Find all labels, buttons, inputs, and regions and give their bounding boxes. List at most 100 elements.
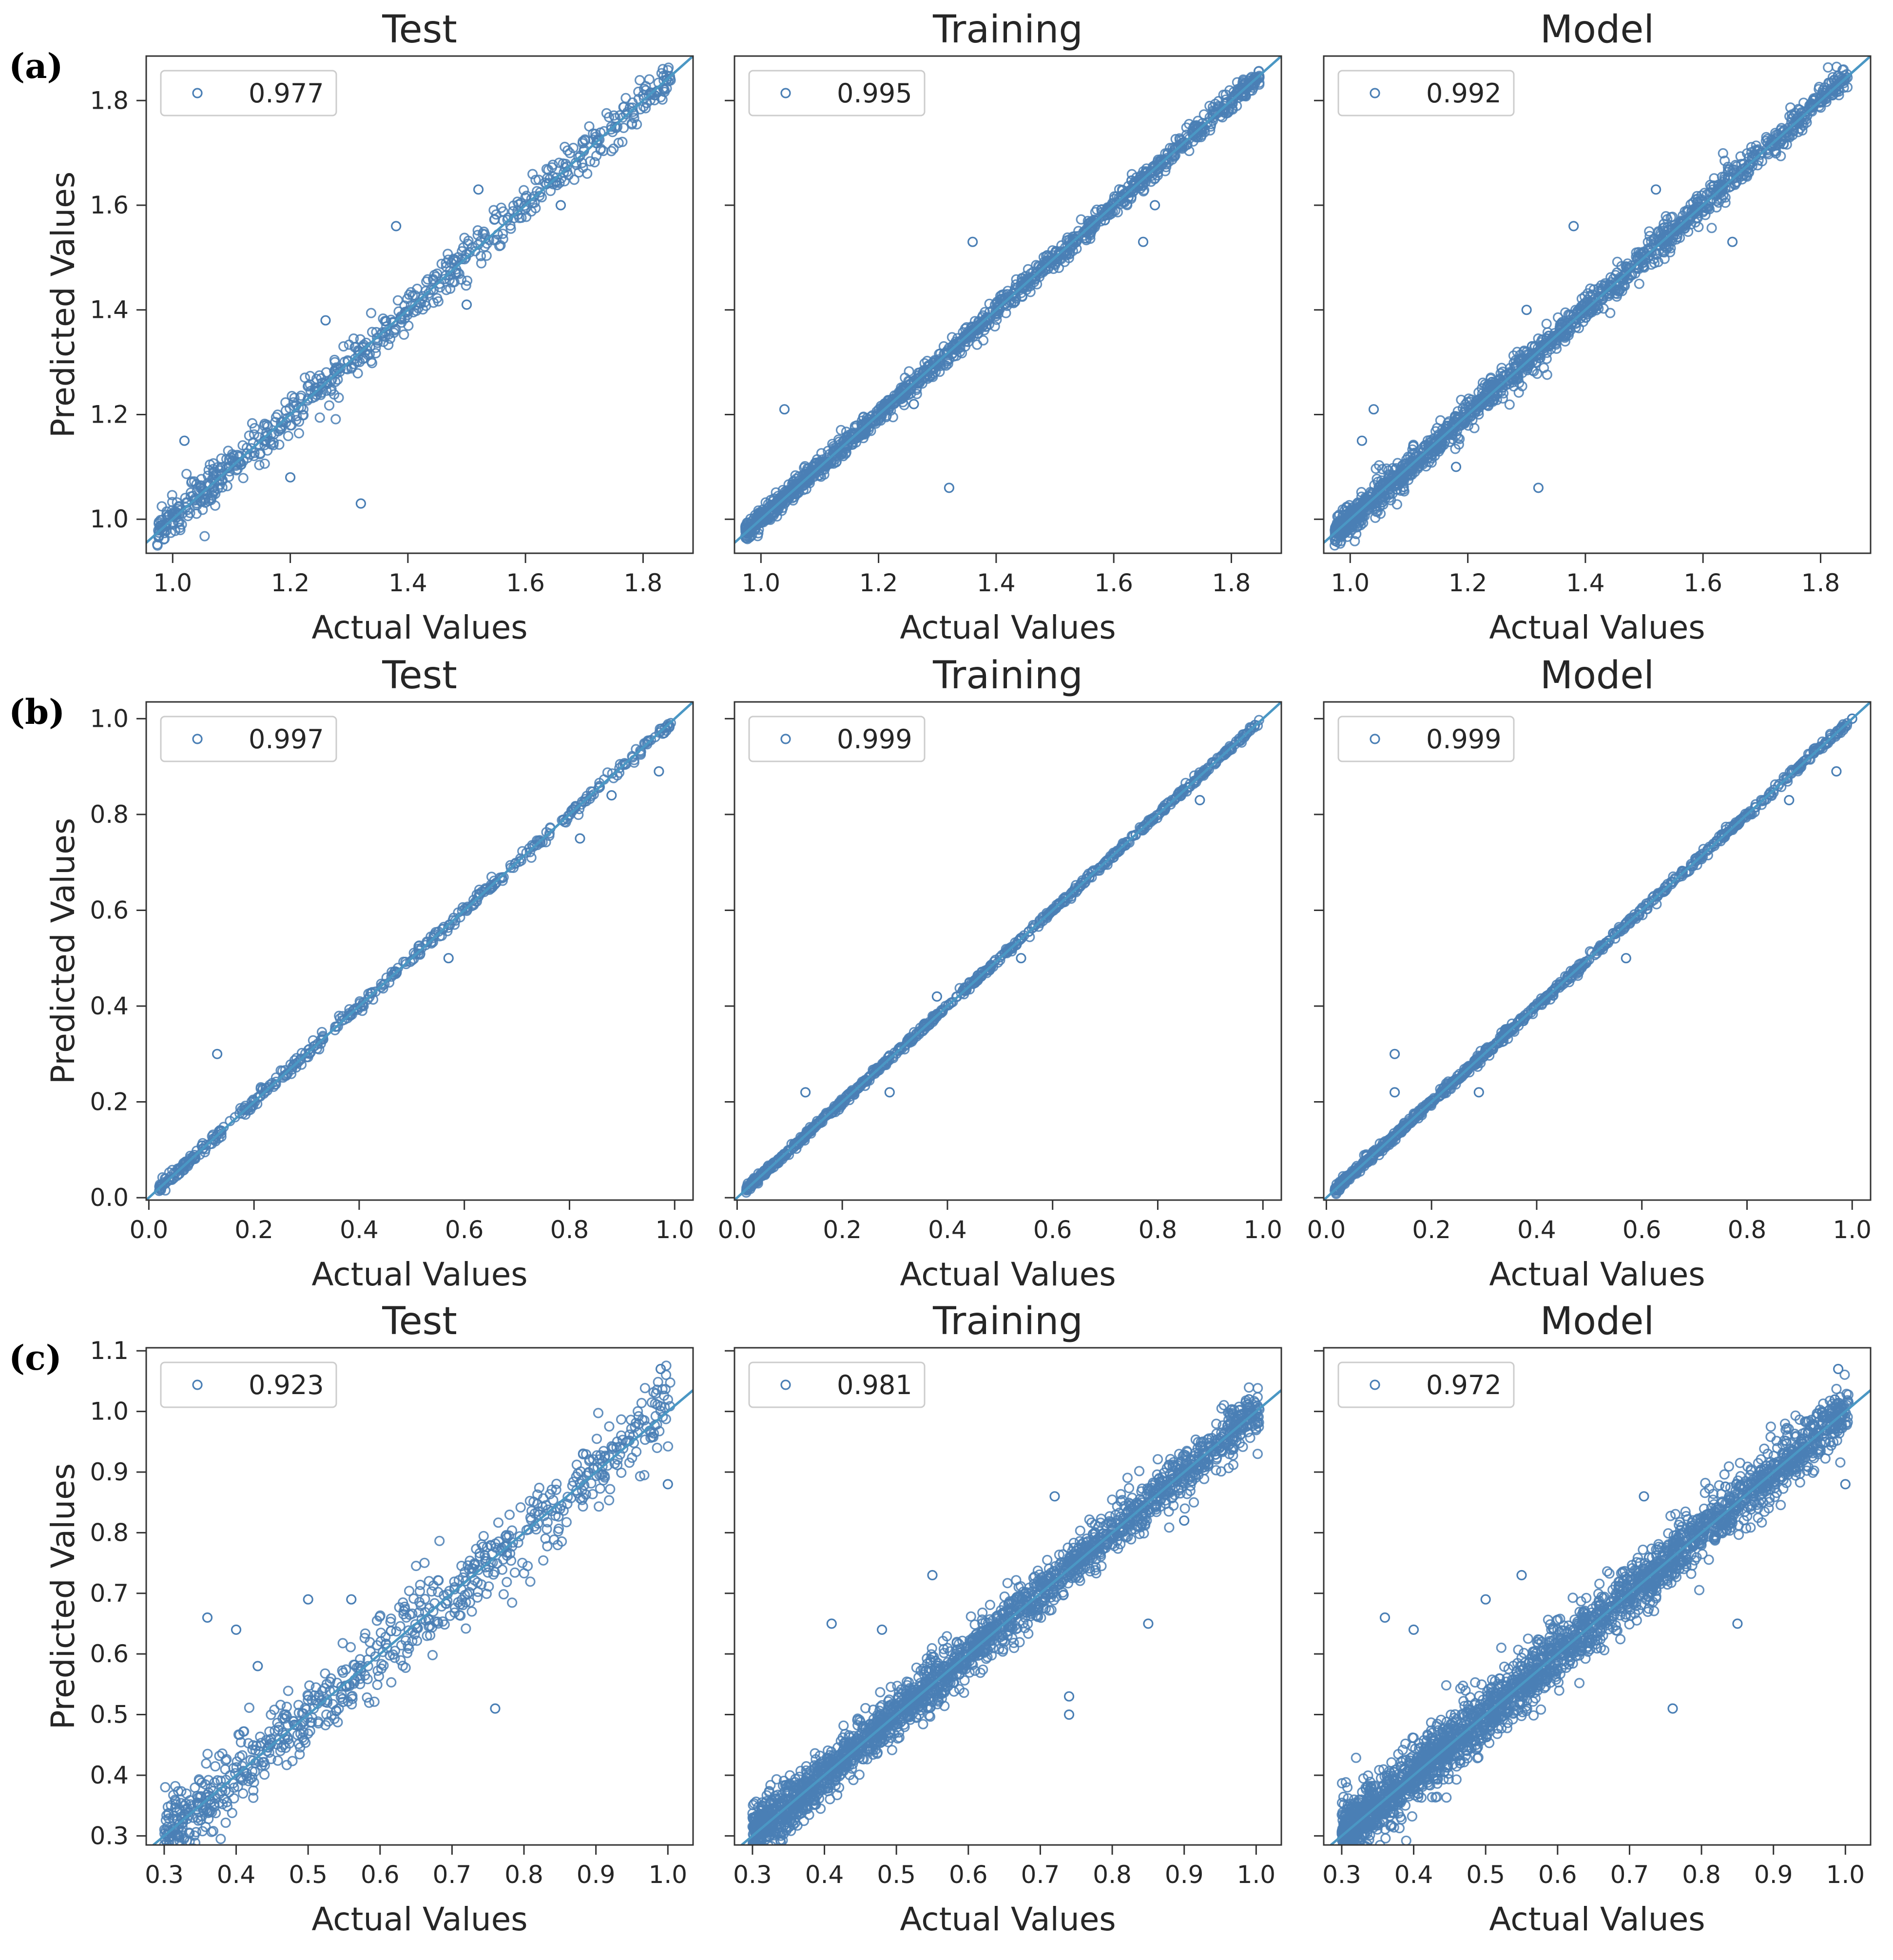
data-point [1101, 855, 1112, 866]
data-point [330, 1021, 341, 1032]
data-point [167, 497, 178, 507]
data-point [614, 763, 625, 774]
data-point [1730, 159, 1741, 171]
data-point [1612, 256, 1623, 267]
scatter-points [741, 715, 1264, 1198]
data-point [179, 435, 190, 446]
data-point [175, 1163, 186, 1174]
data-point [1174, 788, 1184, 799]
data-point [1504, 399, 1515, 410]
data-point [831, 457, 842, 468]
data-point [963, 336, 974, 348]
data-point [1415, 453, 1426, 464]
data-point [797, 470, 808, 481]
legend-box [748, 70, 926, 116]
legend: 0.995 [748, 70, 926, 116]
data-point [1390, 464, 1400, 475]
data-point [1195, 795, 1205, 806]
data-point [1234, 733, 1245, 744]
legend-label: 0.999 [837, 724, 912, 755]
data-point [1714, 185, 1724, 196]
data-point [1454, 433, 1465, 445]
data-point [1368, 404, 1379, 415]
data-point [1542, 348, 1552, 358]
data-point [521, 191, 532, 201]
panel-title: Test [382, 8, 457, 52]
data-point [971, 974, 982, 985]
data-point [399, 329, 409, 340]
data-point [809, 1122, 819, 1132]
data-point [1521, 305, 1532, 315]
x-tick-label: 1.0 [154, 569, 193, 597]
data-point [1680, 206, 1690, 217]
row-label: (a) [9, 46, 63, 86]
data-point [1583, 288, 1593, 299]
data-point [922, 355, 933, 367]
data-point [1198, 767, 1209, 777]
data-point [1048, 263, 1059, 274]
data-point [1417, 443, 1429, 453]
y-tick-label: 1.0 [90, 505, 129, 533]
data-point [1014, 935, 1024, 946]
data-point [1697, 194, 1707, 205]
data-point [1586, 300, 1597, 310]
data-point [990, 306, 1001, 317]
data-point [1792, 117, 1802, 128]
data-point [1586, 307, 1597, 318]
data-point [461, 299, 472, 310]
data-point [1658, 247, 1668, 257]
x-tick-label: 1.0 [1331, 569, 1370, 597]
data-point [1198, 121, 1208, 132]
data-point [521, 847, 532, 858]
data-point [300, 1048, 311, 1059]
data-point [1807, 101, 1818, 112]
data-point [223, 446, 233, 456]
data-point [1351, 528, 1362, 540]
data-point [631, 119, 642, 130]
data-point [835, 425, 847, 435]
data-point [888, 397, 899, 408]
x-tick-label: 0.8 [550, 1216, 589, 1244]
y-axis-label: Predicted Values [44, 172, 82, 438]
data-point [282, 413, 293, 424]
scatter-points [152, 62, 676, 553]
x-tick-label: 1.0 [655, 1216, 694, 1244]
data-point [613, 137, 624, 148]
data-point [1225, 742, 1236, 754]
data-point [1839, 74, 1850, 85]
data-point [1235, 735, 1246, 745]
data-point [1403, 451, 1413, 462]
legend-marker [780, 734, 791, 744]
data-point [1136, 823, 1147, 834]
data-point [629, 757, 639, 768]
data-point [344, 1008, 354, 1019]
data-point [941, 360, 951, 371]
data-point [756, 1171, 768, 1182]
data-point [326, 384, 337, 394]
data-point [1067, 245, 1078, 256]
data-point [497, 872, 507, 883]
data-point [255, 448, 266, 459]
x-tick-label: 0.4 [928, 1216, 967, 1244]
data-point [586, 791, 597, 801]
data-point [575, 833, 585, 844]
data-point [790, 1138, 801, 1148]
x-axis-label: Actual Values [1489, 1256, 1705, 1293]
data-point [1677, 216, 1688, 227]
data-point [1541, 333, 1552, 344]
data-point [495, 240, 506, 251]
data-point [980, 313, 991, 325]
data-point [489, 214, 500, 225]
data-point [564, 148, 575, 158]
x-axis-label: Actual Values [1489, 609, 1705, 646]
data-point [260, 431, 270, 442]
data-point [1801, 117, 1812, 128]
data-point [1615, 272, 1625, 283]
data-point [1650, 248, 1661, 259]
data-point [462, 275, 473, 286]
data-point [1808, 95, 1818, 106]
data-point [530, 175, 541, 185]
data-point [259, 420, 270, 431]
data-point [352, 368, 363, 379]
